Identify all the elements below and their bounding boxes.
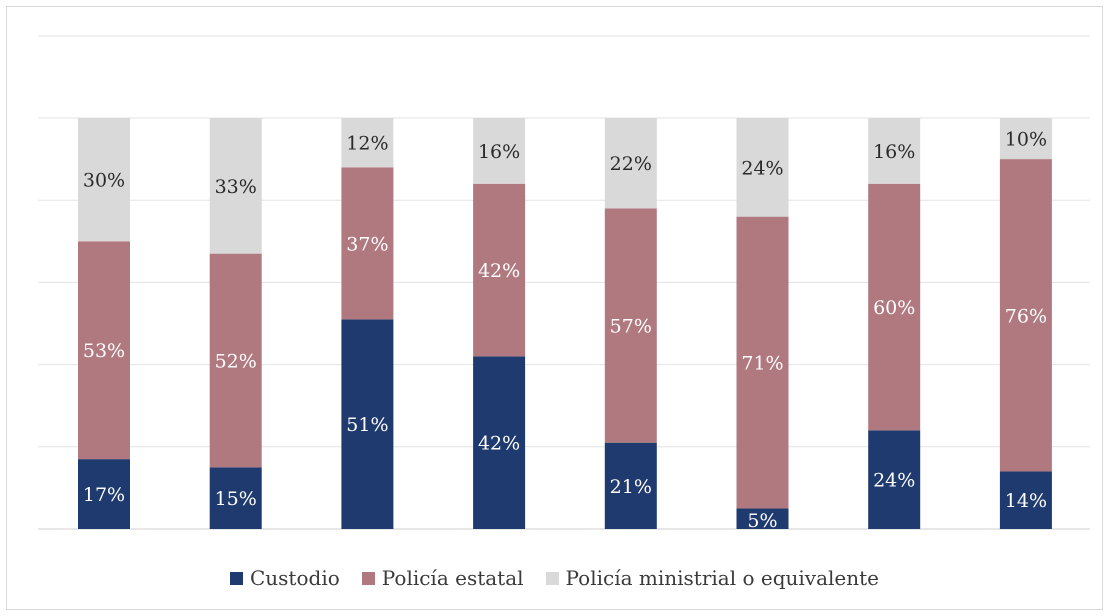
legend-item-custodio: Custodio (229, 566, 340, 590)
data-label-policia-ministrial: 22% (610, 153, 652, 175)
data-label-policia-estatal: 76% (1005, 305, 1047, 327)
data-label-policia-estatal: 57% (610, 316, 652, 338)
grid-lines (38, 35, 1090, 530)
bar-segment-policia-ministrial (473, 118, 526, 184)
bar-segment-custodio (209, 467, 262, 529)
data-label-custodio: 5% (747, 510, 777, 532)
data-label-policia-ministrial: 16% (478, 141, 520, 163)
data-label-policia-estatal: 42% (478, 260, 520, 282)
legend-swatch-policia-estatal (361, 571, 375, 585)
bar-segment-policia-estatal (736, 216, 789, 509)
legend-item-policia-estatal: Policía estatal (361, 566, 524, 590)
legend-label-policia-ministrial: Policía ministrial o equivalente (565, 566, 879, 590)
legend-swatch-policia-ministrial (545, 571, 559, 585)
data-label-policia-ministrial: 12% (346, 133, 388, 155)
data-label-policia-estatal: 52% (215, 350, 257, 372)
bar-segment-policia-estatal (341, 167, 394, 320)
legend-item-policia-ministrial: Policía ministrial o equivalente (545, 566, 879, 590)
data-label-policia-estatal: 53% (83, 340, 125, 362)
data-label-custodio: 14% (1005, 490, 1047, 512)
bar-series (78, 118, 1052, 529)
data-label-policia-estatal: 71% (741, 353, 783, 375)
bar-segment-policia-estatal (999, 159, 1052, 472)
bar-segment-policia-ministrial (209, 118, 262, 254)
data-label-custodio: 17% (83, 484, 125, 506)
data-label-custodio: 51% (346, 414, 388, 436)
legend: Custodio Policía estatal Policía ministr… (0, 566, 1109, 590)
data-label-policia-ministrial: 24% (741, 157, 783, 179)
data-label-policia-ministrial: 16% (873, 141, 915, 163)
bar-segment-custodio (604, 442, 657, 529)
bar-segment-custodio (78, 459, 130, 529)
data-label-policia-ministrial: 10% (1005, 129, 1047, 151)
data-label-custodio: 42% (478, 433, 520, 455)
data-label-custodio: 24% (873, 470, 915, 492)
bar-segment-policia-estatal (604, 208, 657, 443)
data-label-policia-estatal: 60% (873, 297, 915, 319)
data-label-custodio: 21% (610, 476, 652, 498)
bar-segment-custodio (868, 430, 921, 529)
data-label-policia-ministrial: 30% (83, 170, 125, 192)
data-label-custodio: 15% (215, 488, 257, 510)
bar-segment-policia-estatal (209, 253, 262, 468)
bar-segment-policia-estatal (868, 183, 921, 431)
bar-segment-custodio (473, 356, 526, 529)
data-label-policia-estatal: 37% (346, 233, 388, 255)
data-label-policia-ministrial: 33% (215, 176, 257, 198)
bar-segment-policia-estatal (78, 241, 130, 460)
bar-segment-policia-ministrial (78, 118, 130, 242)
bar-segment-policia-ministrial (341, 118, 394, 168)
data-labels: 17% 53% 30% 15% 52% 33% 51% 37% 12% 42% 42% 16% 21% 5… (83, 129, 1047, 532)
bar-segment-policia-ministrial (604, 118, 657, 209)
bar-segment-policia-ministrial (868, 118, 921, 184)
legend-swatch-custodio (229, 571, 243, 585)
bar-segment-policia-estatal (473, 183, 526, 357)
bar-segment-custodio (341, 319, 394, 529)
bar-segment-policia-ministrial (736, 118, 789, 217)
bar-segment-custodio (736, 508, 789, 529)
bar-segment-custodio (999, 471, 1052, 529)
legend-label-policia-estatal: Policía estatal (381, 566, 524, 590)
bar-segment-policia-ministrial (999, 118, 1052, 160)
legend-label-custodio: Custodio (249, 566, 340, 590)
